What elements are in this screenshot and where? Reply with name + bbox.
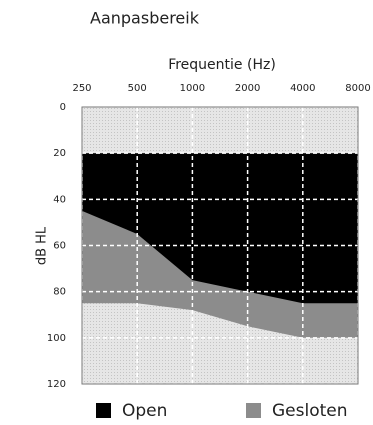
y-tick-label: 20 <box>53 148 66 159</box>
x-tick-label: 8000 <box>345 83 370 94</box>
legend: Open Gesloten <box>96 401 348 421</box>
x-tick-label: 1000 <box>180 83 205 94</box>
y-tick-label: 60 <box>53 241 66 252</box>
x-tick-label: 250 <box>72 83 91 94</box>
y-axis-title: dB HL <box>35 226 50 265</box>
y-tick-label: 80 <box>53 287 66 298</box>
y-tick-label: 0 <box>60 102 66 113</box>
x-tick-label: 4000 <box>290 83 315 94</box>
plot-frame <box>81 106 359 385</box>
y-tick-label: 120 <box>47 379 66 390</box>
x-tick-label: 500 <box>128 83 147 94</box>
chart-title: Aanpasbereik <box>90 9 200 28</box>
legend-label: Gesloten <box>272 401 348 421</box>
x-axis-title: Frequentie (Hz) <box>168 57 276 73</box>
y-tick-label: 100 <box>47 333 66 344</box>
legend-swatch <box>96 403 111 418</box>
legend-swatch <box>246 403 261 418</box>
legend-label: Open <box>122 401 167 421</box>
y-tick-label: 40 <box>53 194 66 205</box>
x-tick-label: 2000 <box>235 83 260 94</box>
range-area <box>82 153 358 304</box>
